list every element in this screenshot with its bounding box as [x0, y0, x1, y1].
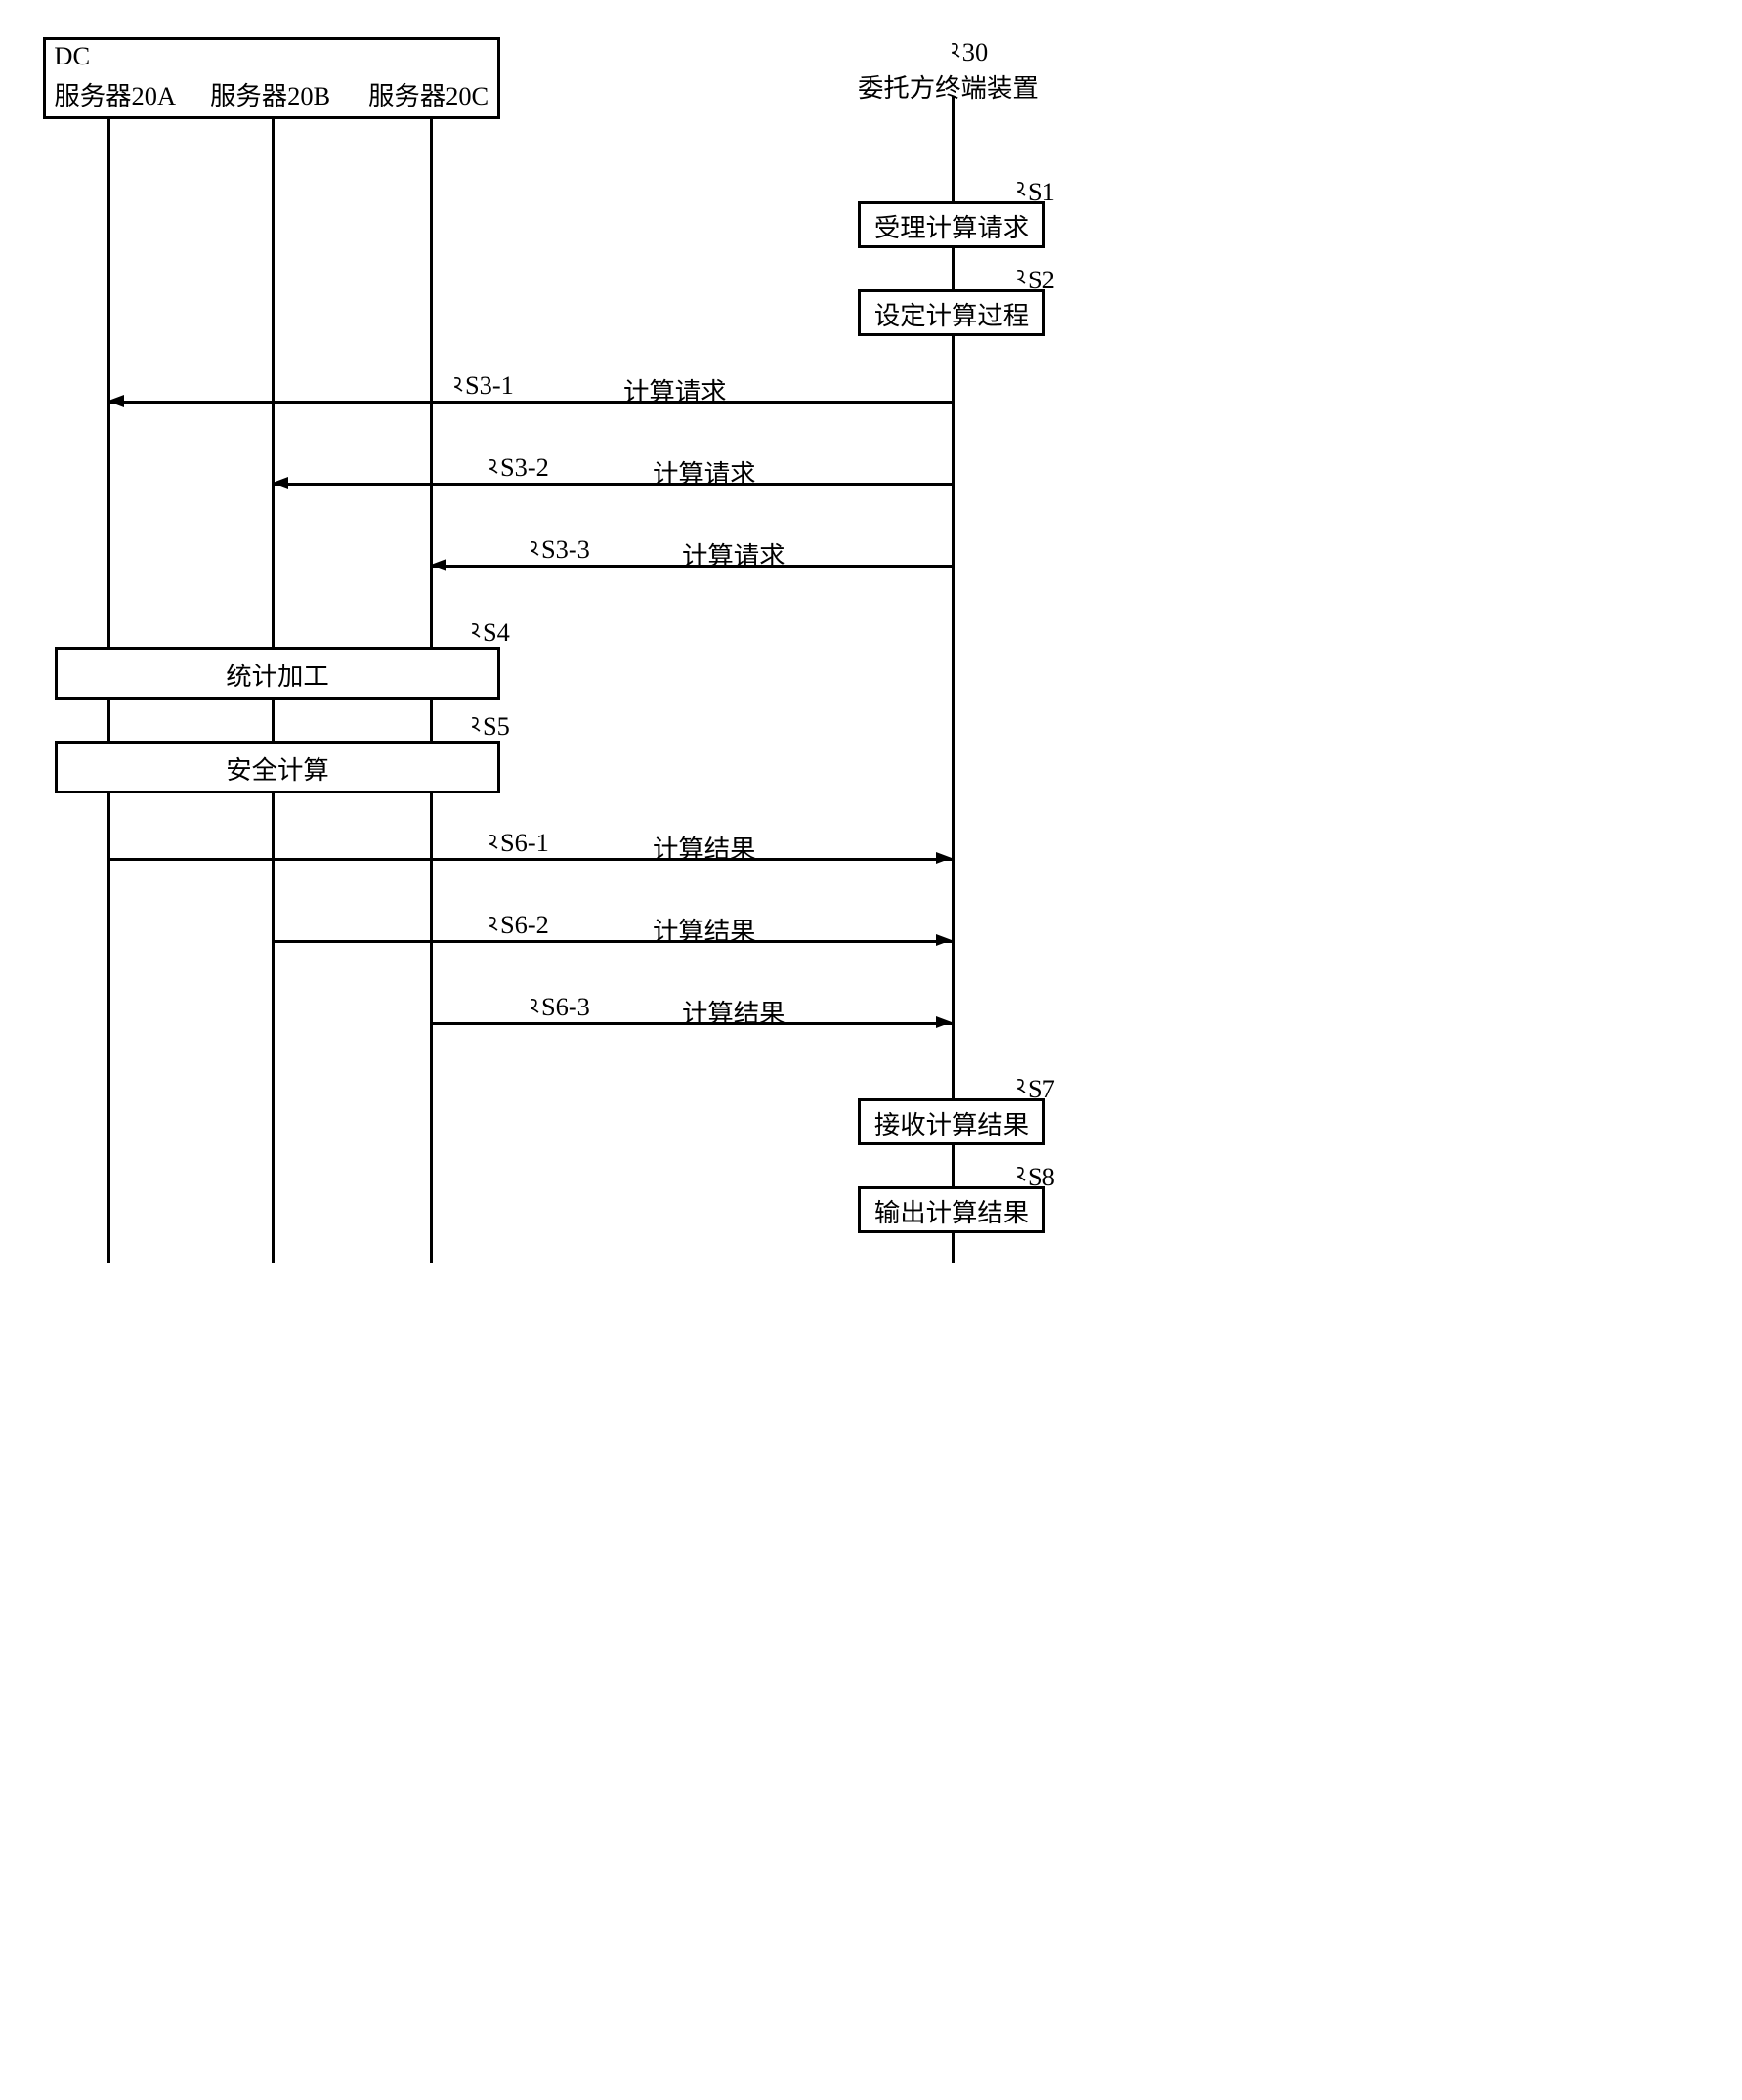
arrow-ref-squiggle	[488, 457, 500, 475]
step-s7-box: 接收计算结果	[858, 1098, 1045, 1145]
arrow-ref-label: S3-2	[500, 452, 549, 483]
arrow-ref-squiggle	[488, 833, 500, 850]
step-s1-box: 受理计算请求	[858, 201, 1045, 248]
step-s8-box: 输出计算结果	[858, 1186, 1045, 1233]
arrow-line	[273, 940, 953, 943]
client-title: 委托方终端装置	[858, 66, 1039, 105]
arrow-msg-label: 计算结果	[682, 992, 786, 1030]
arrow-ref-squiggle	[529, 539, 541, 557]
arrow-msg-label: 计算结果	[653, 828, 756, 866]
server-a-label: 服务器20A	[54, 74, 176, 112]
step-s7-ref: S7	[1028, 1074, 1055, 1104]
step-s1-ref: S1	[1028, 177, 1055, 207]
arrow-head-left-icon	[431, 559, 446, 571]
server-b-label: 服务器20B	[210, 74, 330, 112]
arrow-line	[273, 483, 953, 486]
server-c-label: 服务器20C	[368, 74, 489, 112]
arrow-ref-label: S3-1	[465, 370, 514, 401]
arrow-head-left-icon	[108, 395, 124, 407]
step-s7-squiggle	[1015, 1077, 1028, 1094]
arrow-ref-label: S6-2	[500, 910, 549, 940]
dc-header-box: DC 服务器20A 服务器20B 服务器20C	[43, 37, 500, 119]
step-s1-squiggle	[1015, 180, 1028, 197]
step-s4-squiggle	[470, 621, 483, 639]
arrow-head-right-icon	[936, 1016, 952, 1028]
step-s5-squiggle	[470, 715, 483, 733]
arrow-msg-label: 计算结果	[653, 910, 756, 948]
arrow-line	[108, 858, 953, 861]
step-s5-ref: S5	[483, 711, 510, 742]
dc-label: DC	[54, 41, 90, 71]
arrow-head-left-icon	[273, 477, 288, 489]
arrow-ref-squiggle	[529, 997, 541, 1014]
sequence-diagram: DC 服务器20A 服务器20B 服务器20C 委托方终端装置 30 受理计算请…	[20, 20, 1065, 1279]
arrow-msg-label: 计算请求	[682, 535, 786, 573]
step-s8-ref: S8	[1028, 1162, 1055, 1192]
step-s2-box: 设定计算过程	[858, 289, 1045, 336]
arrow-head-right-icon	[936, 852, 952, 864]
arrow-ref-label: S6-3	[541, 992, 590, 1022]
arrow-ref-squiggle	[488, 915, 500, 932]
step-s4-box: 统计加工	[55, 647, 500, 700]
arrow-ref-label: S3-3	[541, 535, 590, 565]
arrow-msg-label: 计算请求	[653, 452, 756, 491]
step-s5-box: 安全计算	[55, 741, 500, 793]
arrow-line	[108, 401, 953, 404]
arrow-msg-label: 计算请求	[623, 370, 727, 408]
arrow-ref-squiggle	[452, 375, 465, 393]
arrow-head-right-icon	[936, 934, 952, 946]
client-ref-squiggle	[950, 41, 962, 59]
step-s8-squiggle	[1015, 1165, 1028, 1182]
arrow-ref-label: S6-1	[500, 828, 549, 858]
step-s2-ref: S2	[1028, 265, 1055, 295]
step-s2-squiggle	[1015, 268, 1028, 285]
lifeline-client	[952, 96, 955, 1263]
client-ref: 30	[962, 37, 988, 67]
step-s4-ref: S4	[483, 618, 510, 648]
